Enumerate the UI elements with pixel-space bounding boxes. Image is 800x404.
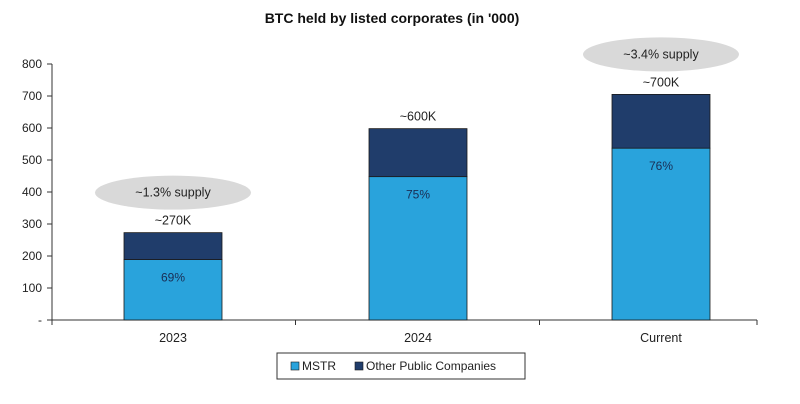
bars: 69% 75% 76% [123,94,711,321]
legend-label: Other Public Companies [366,359,496,373]
supply-label: ~3.4% supply [623,47,699,61]
y-tick-label: - [38,313,42,327]
supply-label: ~1.3% supply [135,186,211,200]
y-tick-label: 600 [22,121,42,135]
y-tick-label: 500 [22,153,42,167]
y-tick-label: 400 [22,185,42,199]
bar-segment-other [368,128,468,178]
y-tick-label: 300 [22,217,42,231]
mstr-share-label: 76% [649,159,673,173]
bar-segment-other [611,94,711,149]
annotations: ~270K ~1.3% supply ~600K ~700K ~3.4% supply [95,37,739,228]
bar-segment-mstr [368,176,468,321]
chart-title: BTC held by listed corporates (in '000) [265,10,520,26]
supply-bubble [583,37,739,72]
x-category-label: 2024 [404,331,432,345]
x-category-label: Current [640,331,682,345]
bar-segment-other [123,232,223,260]
y-axis: - 100 200 300 400 500 600 700 800 [22,57,53,327]
legend: MSTR Other Public Companies [276,352,526,380]
y-tick-label: 100 [22,281,42,295]
mstr-share-label: 75% [406,188,430,202]
y-tick-label: 800 [22,57,42,71]
mstr-share-label: 69% [161,271,185,285]
y-tick-label: 200 [22,249,42,263]
y-tick-label: 700 [22,89,42,103]
x-category-label: 2023 [159,331,187,345]
legend-swatch-mstr [290,361,300,371]
legend-box [276,352,526,380]
total-label: ~700K [643,75,680,89]
x-axis: 2023 2024 Current [51,319,758,345]
supply-bubble [95,175,251,210]
bar-segment-mstr [123,259,223,321]
total-label: ~600K [400,110,437,124]
legend-swatch-other [354,361,364,371]
total-label: ~270K [155,214,192,228]
bar-segment-mstr [611,147,711,321]
legend-label: MSTR [302,359,336,373]
